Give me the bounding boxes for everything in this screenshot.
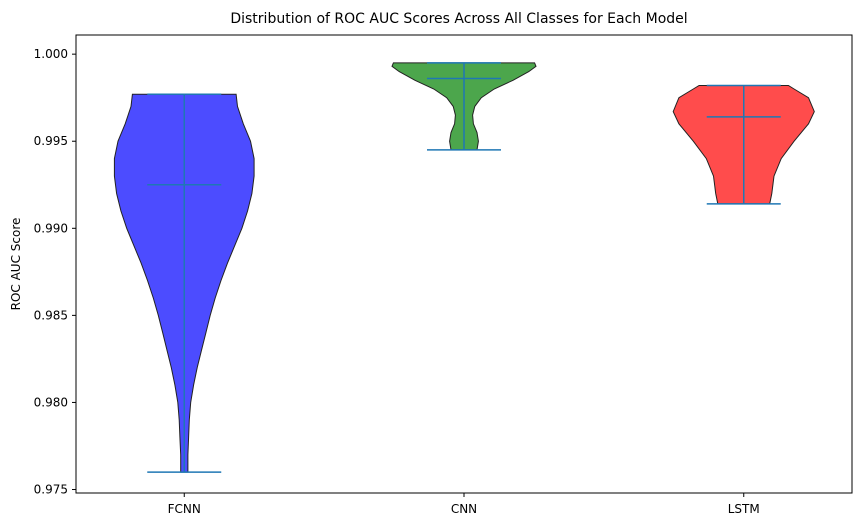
y-tick-label: 0.975 bbox=[34, 483, 68, 497]
x-tick-label-lstm: LSTM bbox=[728, 502, 760, 516]
y-tick-label: 0.980 bbox=[34, 395, 68, 409]
x-tick-label-fcnn: FCNN bbox=[168, 502, 201, 516]
y-tick-label: 0.985 bbox=[34, 308, 68, 322]
y-tick-label: 0.995 bbox=[34, 134, 68, 148]
x-tick-label-cnn: CNN bbox=[451, 502, 477, 516]
axes: 0.975 0.980 0.985 0.990 0.995 1.000 FCNN CNN LST… bbox=[34, 34, 853, 516]
chart-title: Distribution of ROC AUC Scores Across Al… bbox=[230, 11, 687, 27]
y-axis-label: ROC AUC Score bbox=[9, 218, 23, 311]
plot-area bbox=[113, 62, 815, 473]
y-tick-label: 1.000 bbox=[34, 47, 68, 61]
y-tick-label: 0.990 bbox=[34, 221, 68, 235]
